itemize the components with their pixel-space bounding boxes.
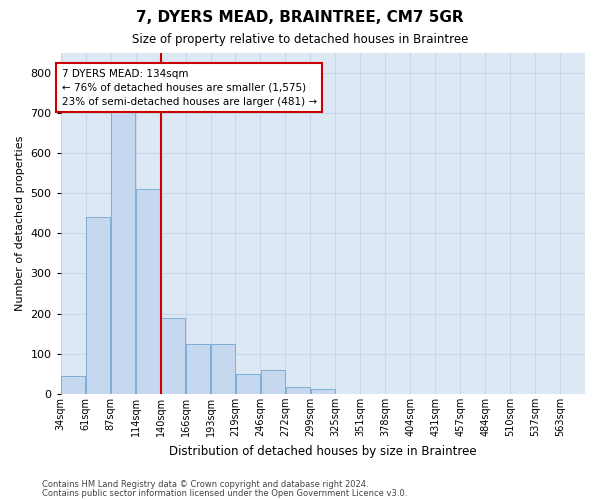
Text: 7, DYERS MEAD, BRAINTREE, CM7 5GR: 7, DYERS MEAD, BRAINTREE, CM7 5GR xyxy=(136,10,464,25)
Bar xyxy=(311,389,335,394)
Bar xyxy=(161,318,185,394)
Bar xyxy=(260,370,285,394)
Bar xyxy=(61,376,85,394)
X-axis label: Distribution of detached houses by size in Braintree: Distribution of detached houses by size … xyxy=(169,444,476,458)
Text: Size of property relative to detached houses in Braintree: Size of property relative to detached ho… xyxy=(132,32,468,46)
Text: Contains public sector information licensed under the Open Government Licence v3: Contains public sector information licen… xyxy=(42,488,407,498)
Text: Contains HM Land Registry data © Crown copyright and database right 2024.: Contains HM Land Registry data © Crown c… xyxy=(42,480,368,489)
Bar xyxy=(186,344,210,394)
Bar xyxy=(111,104,136,394)
Bar xyxy=(86,217,110,394)
Y-axis label: Number of detached properties: Number of detached properties xyxy=(15,136,25,311)
Bar xyxy=(136,189,160,394)
Text: 7 DYERS MEAD: 134sqm
← 76% of detached houses are smaller (1,575)
23% of semi-de: 7 DYERS MEAD: 134sqm ← 76% of detached h… xyxy=(62,68,317,106)
Bar xyxy=(286,386,310,394)
Bar xyxy=(211,344,235,394)
Bar xyxy=(236,374,260,394)
